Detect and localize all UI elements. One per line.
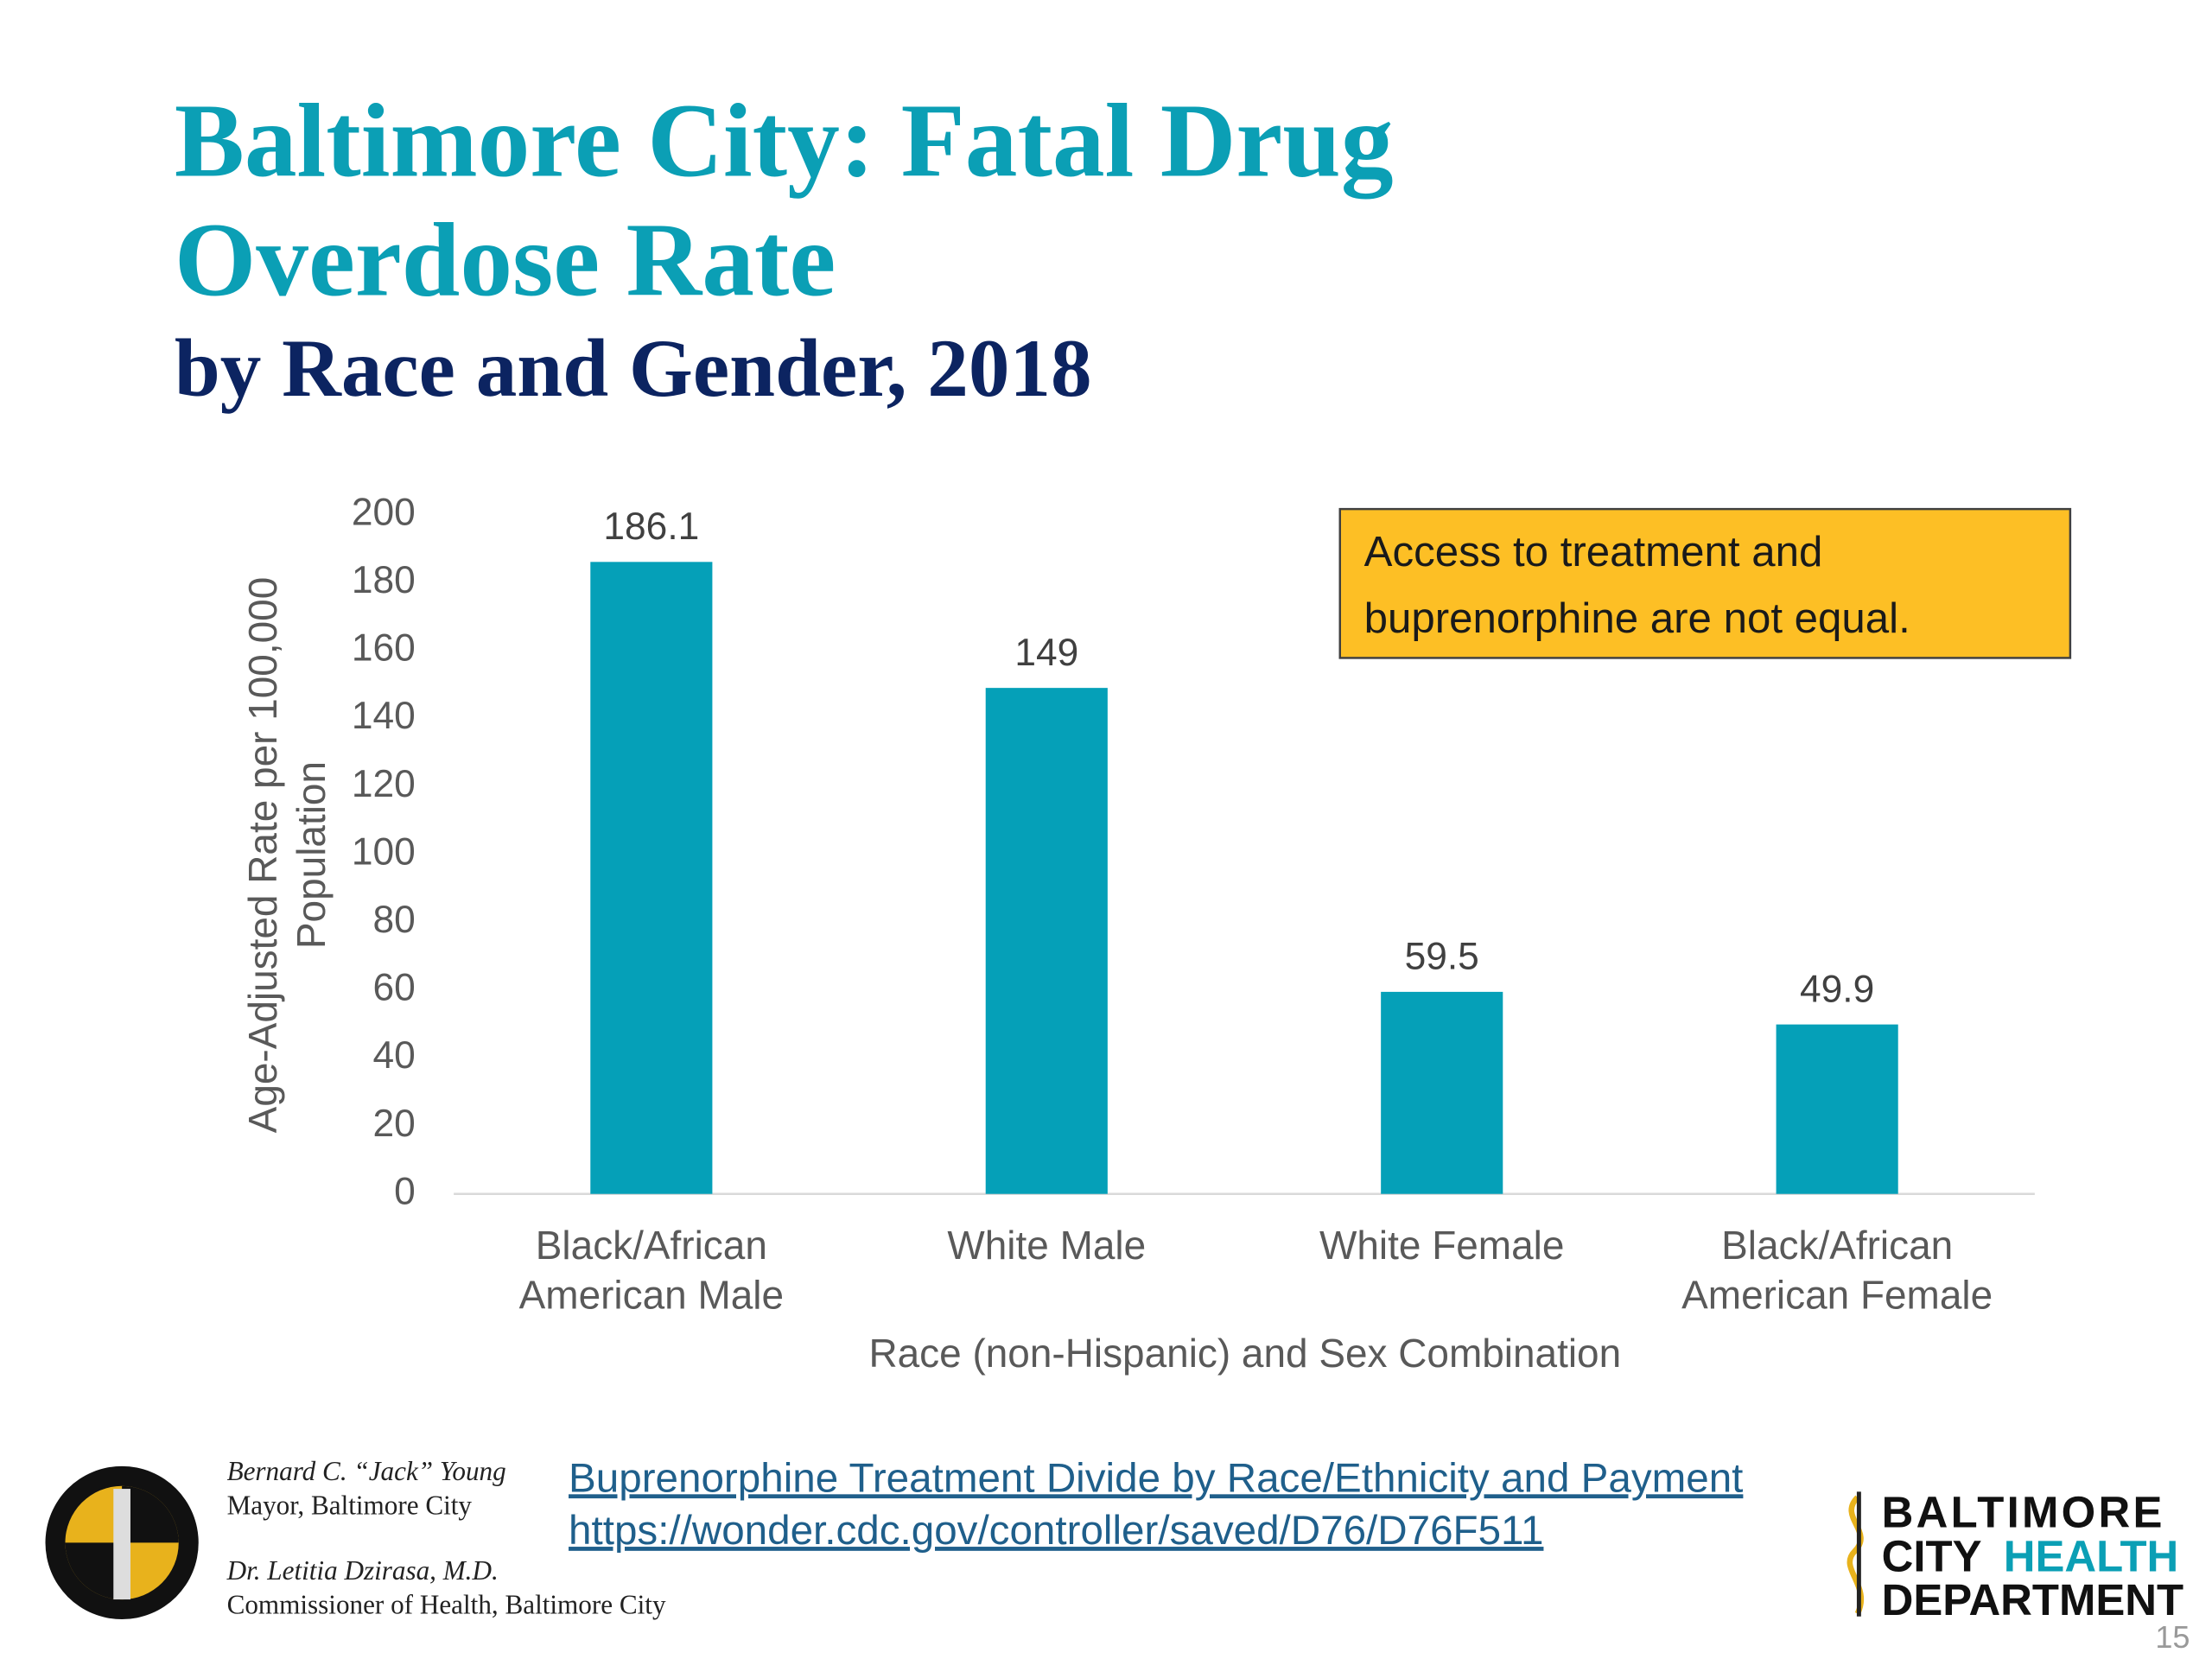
y-tick-label: 40 [373, 1034, 416, 1077]
y-tick-label: 140 [352, 695, 416, 737]
x-tick-label: Black/African [1721, 1223, 1953, 1268]
value-label: 49.9 [1800, 968, 1874, 1010]
logo-text: HEALTH [2004, 1531, 2178, 1580]
bar [590, 562, 713, 1194]
y-tick-label: 20 [373, 1103, 416, 1145]
x-tick-label: Black/African [536, 1223, 767, 1268]
y-tick-label: 100 [352, 830, 416, 873]
logo-text: CITY [1882, 1531, 1982, 1580]
annotation: Access to treatment and [1364, 528, 1823, 575]
commissioner-name: Dr. Letitia Dzirasa, M.D. [226, 1555, 499, 1586]
x-tick-label: American Female [1681, 1273, 1993, 1318]
annotation-box [1338, 507, 2072, 659]
commissioner-title: Commissioner of Health, Baltimore City [227, 1589, 666, 1619]
subtitle: by Race and Gender, 2018 [175, 322, 1092, 414]
logo-text: BALTIMORE [1882, 1487, 2165, 1536]
x-tick-label: White Female [1319, 1223, 1564, 1268]
y-tick-label: 60 [373, 967, 416, 1009]
city-seal [45, 1465, 199, 1620]
y-tick-label: 180 [352, 559, 416, 601]
value-label: 59.5 [1405, 936, 1479, 978]
x-axis-label: Race (non-Hispanic) and Sex Combination [868, 1331, 1621, 1376]
bar [1381, 991, 1503, 1194]
page-number: 15 [2155, 1619, 2190, 1655]
annotation: buprenorphine are not equal. [1364, 594, 1910, 642]
mayor-name: Bernard C. “Jack” Young [227, 1456, 506, 1486]
y-tick-label: 200 [352, 491, 416, 533]
y-axis-label: Population [289, 761, 334, 949]
x-tick-label: American Male [519, 1273, 784, 1318]
y-axis-label: Age-Adjusted Rate per 100,000 [240, 577, 285, 1134]
mayor-title: Mayor, Baltimore City [227, 1491, 473, 1521]
source-link[interactable]: Buprenorphine Treatment Divide by Race/E… [569, 1455, 1743, 1501]
y-tick-label: 120 [352, 763, 416, 805]
y-tick-label: 80 [373, 899, 416, 941]
value-label: 186.1 [603, 505, 699, 548]
x-tick-label: White Male [947, 1223, 1146, 1268]
logo-text: DEPARTMENT [1882, 1575, 2183, 1624]
title-line: Baltimore City: Fatal Drug [175, 83, 1394, 199]
value-label: 149 [1014, 632, 1078, 674]
title-line: Overdose Rate [175, 202, 836, 318]
y-tick-label: 0 [394, 1170, 416, 1212]
source-link[interactable]: https://wonder.cdc.gov/controller/saved/… [569, 1508, 1543, 1554]
y-tick-label: 160 [352, 627, 416, 670]
bar [1776, 1024, 1898, 1194]
bar [985, 688, 1108, 1194]
